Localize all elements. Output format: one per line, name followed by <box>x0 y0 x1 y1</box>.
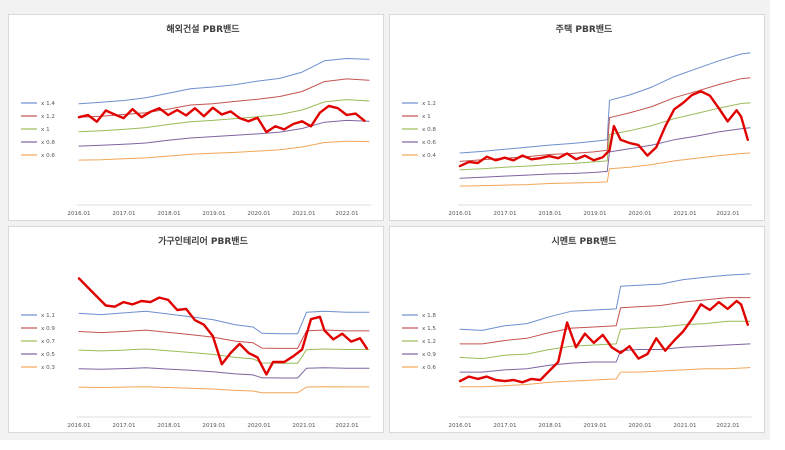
price-line <box>77 277 368 376</box>
legend-label: x 0.6 <box>422 140 436 146</box>
pbr-band-line <box>78 58 370 105</box>
legend-label: x 0.7 <box>41 339 55 345</box>
legend-label: x 0.8 <box>41 140 55 146</box>
x-tick-label: 2022.01 <box>335 211 359 217</box>
chart-svg: 시멘트 PBR밴드 2016.01 2017.01 2018.01 2019.01 202… <box>402 235 752 429</box>
pbr-band-line <box>459 273 751 331</box>
pbr-band-line <box>78 348 370 364</box>
legend-label: x 1.2 <box>422 339 436 345</box>
x-tick-label: 2019.01 <box>202 211 226 217</box>
chart-panel-cement: 시멘트 PBR밴드 2016.01 2017.01 2018.01 2019.01 202… <box>389 226 765 433</box>
legend-label: x 0.3 <box>41 365 55 371</box>
chart-svg: 해외건설 PBR밴드 2016.01 2017.01 2018.01 2019.01 20… <box>21 23 371 217</box>
x-tick-label: 2021.01 <box>673 211 697 217</box>
legend-label: x 0.6 <box>422 365 436 371</box>
chart-panel-furniture-interior: 가구인테리어 PBR밴드 2016.01 2017.01 2018.01 2019.01… <box>8 226 384 433</box>
legend-label: x 0.5 <box>41 352 55 358</box>
pbr-band-line <box>459 77 751 162</box>
x-tick-label: 2020.01 <box>628 211 652 217</box>
pbr-band-line <box>459 52 751 154</box>
legend-label: x 1.2 <box>41 114 55 120</box>
pbr-band-line <box>78 386 370 394</box>
legend-label: x 1.5 <box>422 326 436 332</box>
pbr-band-line <box>78 78 370 118</box>
x-tick-label: 2021.01 <box>673 423 697 429</box>
legend-label: x 1.2 <box>422 101 436 107</box>
x-tick-label: 2022.01 <box>716 423 740 429</box>
x-tick-label: 2017.01 <box>493 211 517 217</box>
x-tick-label: 2017.01 <box>112 423 136 429</box>
chart-title: 해외건설 PBR밴드 <box>166 23 240 35</box>
pbr-band-line <box>459 152 751 187</box>
x-tick-label: 2022.01 <box>716 211 740 217</box>
legend-label: x 0.9 <box>422 352 436 358</box>
legend-label: x 0.8 <box>422 127 436 133</box>
chart-svg: 가구인테리어 PBR밴드 2016.01 2017.01 2018.01 2019.01… <box>21 235 371 429</box>
x-tick-label: 2020.01 <box>247 423 271 429</box>
pbr-band-line <box>459 297 751 345</box>
legend-label: x 1 <box>422 114 431 120</box>
x-tick-label: 2016.01 <box>67 211 91 217</box>
x-tick-label: 2021.01 <box>292 423 316 429</box>
x-tick-label: 2018.01 <box>157 211 181 217</box>
legend-label: x 1.1 <box>41 313 55 319</box>
legend-label: x 0.6 <box>41 153 55 159</box>
pbr-band-line <box>459 343 751 373</box>
x-tick-label: 2018.01 <box>157 423 181 429</box>
legend-label: x 1.8 <box>422 313 436 319</box>
x-tick-label: 2017.01 <box>493 423 517 429</box>
chart-title: 가구인테리어 PBR밴드 <box>158 235 248 247</box>
pbr-band-line <box>78 329 370 349</box>
x-tick-label: 2018.01 <box>538 211 562 217</box>
x-tick-label: 2017.01 <box>112 211 136 217</box>
pbr-band-line <box>459 127 751 179</box>
legend-label: x 1 <box>41 127 50 133</box>
chart-svg: 주택 PBR밴드 2016.01 2017.01 2018.01 2019.01 2020… <box>402 23 752 217</box>
pbr-band-line <box>78 140 370 161</box>
pbr-band-line <box>78 119 370 147</box>
chart-panel-housing: 주택 PBR밴드 2016.01 2017.01 2018.01 2019.01 2020… <box>389 14 765 221</box>
pbr-band-line <box>459 320 751 360</box>
price-line <box>458 90 749 168</box>
x-tick-label: 2016.01 <box>67 423 91 429</box>
x-tick-label: 2019.01 <box>202 423 226 429</box>
pbr-band-line <box>78 99 370 133</box>
x-tick-label: 2016.01 <box>448 423 472 429</box>
price-line <box>77 104 366 134</box>
chart-title: 시멘트 PBR밴드 <box>552 235 618 247</box>
x-tick-label: 2022.01 <box>335 423 359 429</box>
pbr-band-line <box>459 367 751 388</box>
pbr-band-line <box>78 310 370 335</box>
x-tick-label: 2019.01 <box>583 423 607 429</box>
chart-title: 주택 PBR밴드 <box>556 23 613 35</box>
chart-panel-overseas-construction: 해외건설 PBR밴드 2016.01 2017.01 2018.01 2019.01 20… <box>8 14 384 221</box>
price-line <box>458 299 749 384</box>
pbr-band-line <box>459 102 751 171</box>
legend-label: x 0.9 <box>41 326 55 332</box>
x-tick-label: 2018.01 <box>538 423 562 429</box>
x-tick-label: 2021.01 <box>292 211 316 217</box>
legend-label: x 0.4 <box>422 153 436 159</box>
x-tick-label: 2016.01 <box>448 211 472 217</box>
pbr-band-line <box>78 367 370 379</box>
x-tick-label: 2020.01 <box>628 423 652 429</box>
x-tick-label: 2019.01 <box>583 211 607 217</box>
x-tick-label: 2020.01 <box>247 211 271 217</box>
legend-label: x 1.4 <box>41 101 55 107</box>
